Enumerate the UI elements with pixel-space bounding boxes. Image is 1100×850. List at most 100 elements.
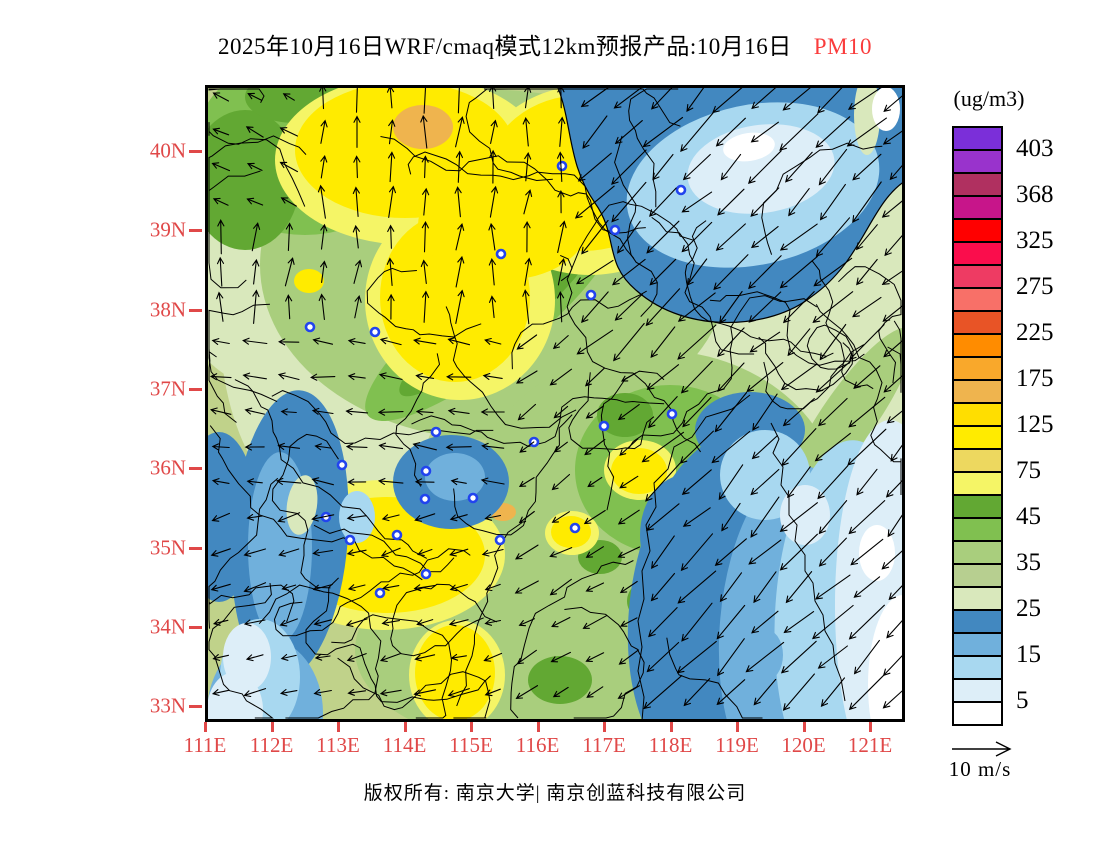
wind-arrow (388, 185, 397, 218)
page-title: 2025年10月16日WRF/cmaq模式12km预报产品:10月16日 PM10 (160, 27, 930, 61)
boundary-line (684, 220, 834, 357)
wind-arrow (583, 509, 606, 525)
wind-arrow (209, 407, 232, 415)
wind-arrow (489, 87, 497, 110)
wind-arrow (379, 652, 402, 663)
wind-arrow (581, 219, 609, 255)
wind-arrow (549, 368, 573, 386)
lat-label-34N: 34N (149, 614, 186, 639)
colorbar-cell-6 (954, 264, 1001, 287)
wind-arrow (277, 512, 301, 523)
wind-arrow (278, 548, 300, 557)
wind-arrow (576, 329, 614, 355)
wind-arrow (382, 583, 400, 591)
wind-arrow (280, 408, 297, 416)
wind-arrow (811, 604, 854, 640)
wind-arrow (420, 259, 428, 285)
boundary-line (445, 306, 577, 429)
wind-arrow (379, 337, 402, 346)
wind-arrow (415, 372, 435, 381)
wind-arrow (716, 604, 746, 640)
wind-arrow (414, 478, 435, 486)
wind-arrow (849, 324, 885, 361)
wind-arrow (682, 396, 712, 428)
boundary-line (758, 324, 865, 391)
boundary-line (208, 582, 274, 719)
wind-arrow (718, 464, 744, 501)
colorbar-cell-10 (954, 356, 1001, 379)
wind-arrow (446, 373, 472, 381)
wind-arrow (412, 442, 437, 451)
wind-arrow (380, 547, 401, 557)
wind-arrow (752, 393, 778, 431)
boundary-line (271, 433, 339, 589)
boundary-line (761, 142, 883, 255)
wind-arrow (445, 443, 472, 451)
wind-arrow (611, 149, 647, 185)
colorbar-label-35: 35 (1016, 549, 1041, 576)
wind-arrow (209, 373, 232, 381)
wind-arrow (711, 430, 751, 464)
wind-arrow (251, 222, 261, 252)
city-marker (556, 160, 568, 172)
wind-arrow (524, 87, 532, 109)
wind-arrow (420, 114, 428, 149)
wind-arrow (455, 87, 463, 114)
lat-tick (189, 467, 202, 470)
boundary-line (337, 657, 491, 719)
wind-arrow (252, 258, 260, 285)
wind-arrow (246, 478, 263, 486)
wind-arrow (387, 293, 395, 320)
colorbar-cell-16 (954, 494, 1001, 517)
wind-arrow (748, 539, 782, 565)
wind-arrow (814, 432, 851, 462)
wind-arrow (312, 583, 333, 592)
wind-arrow (882, 304, 903, 322)
wind-arrow (617, 685, 641, 699)
wind-arrow (252, 289, 260, 324)
city-marker (494, 534, 506, 546)
wind-arrow (242, 337, 268, 345)
wind-arrow (717, 327, 745, 357)
boundary-line (411, 396, 665, 448)
wind-arrow (518, 618, 535, 627)
boundary-line (887, 320, 902, 393)
boundary-line (709, 291, 865, 366)
wind-arrow (279, 688, 298, 696)
wind-arrow (347, 373, 366, 381)
boundary-line (208, 170, 261, 289)
wind-arrow (642, 116, 684, 148)
wind-arrow (715, 223, 746, 251)
city-markers (304, 160, 687, 599)
wind-arrow (524, 152, 532, 182)
wind-arrow (320, 154, 328, 179)
colorbar-cell-8 (954, 310, 1001, 333)
wind-arrow (518, 477, 535, 488)
city-marker (467, 492, 479, 504)
boundary-line (313, 524, 455, 573)
lon-tick (669, 722, 673, 732)
wind-arrow (353, 87, 361, 113)
wind-arrow (715, 117, 746, 147)
colorbar-cell-14 (954, 448, 1001, 471)
wind-arrow (413, 337, 437, 345)
wind-arrow (489, 149, 497, 184)
boundary-line (305, 577, 491, 703)
wind-arrow (584, 367, 605, 387)
wind-arrow (580, 87, 609, 108)
wind-arrow (277, 442, 301, 450)
wind-arrow (320, 119, 328, 144)
wind-arrow (856, 258, 878, 286)
wind-arrow (345, 443, 368, 451)
wind-arrow (482, 372, 503, 380)
city-marker (304, 321, 316, 333)
wind-arrow (748, 291, 782, 323)
wind-arrow (549, 578, 572, 596)
wind-vectors (209, 87, 903, 711)
wind-arrow (422, 290, 430, 323)
wind-arrow (648, 396, 678, 429)
wind-arrow (574, 185, 615, 219)
colorbar-cell-2 (954, 172, 1001, 195)
boundary-line (407, 151, 635, 259)
wind-arrow (881, 269, 903, 286)
